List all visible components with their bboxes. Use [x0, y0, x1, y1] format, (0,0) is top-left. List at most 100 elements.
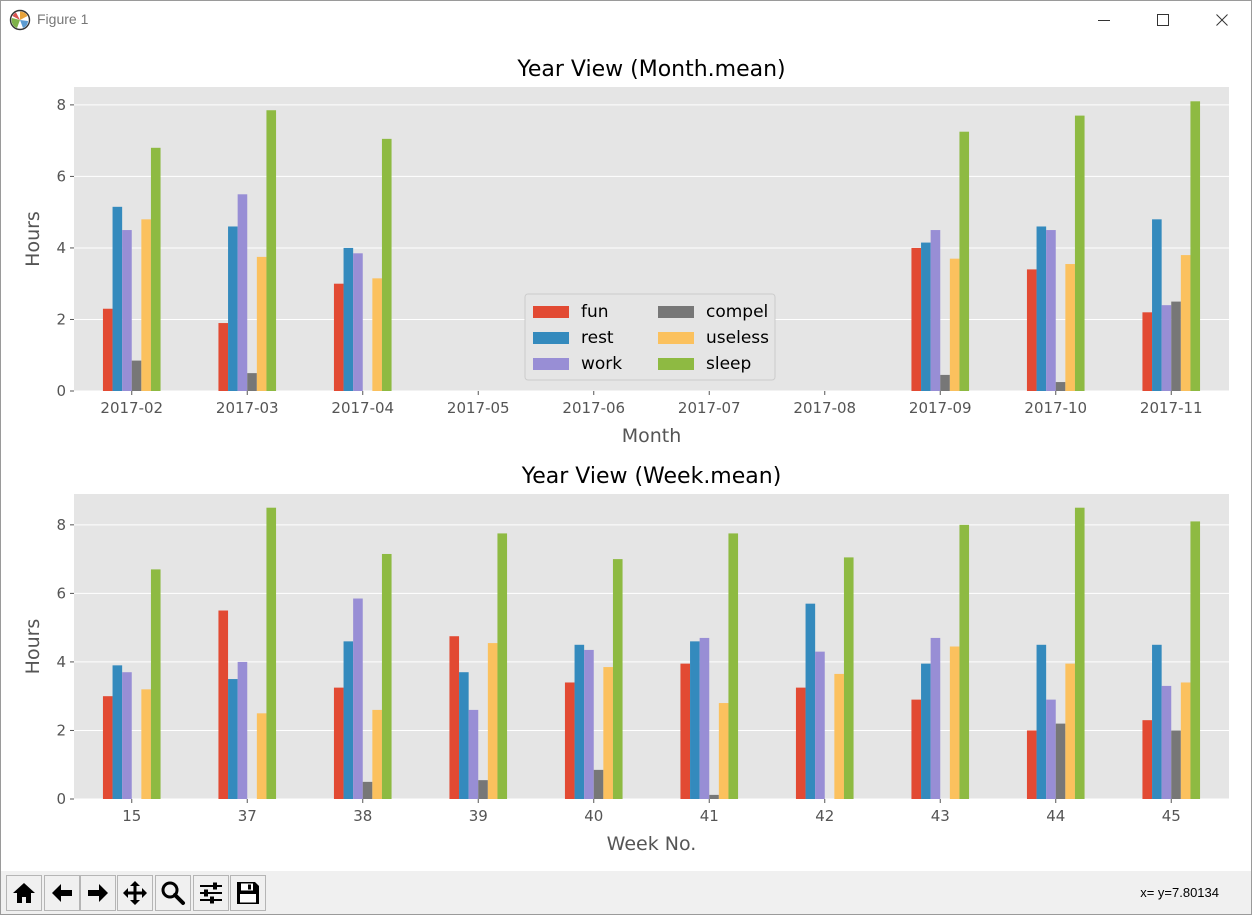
bar-sleep: [1074, 507, 1085, 799]
bar-compel: [1171, 730, 1181, 799]
zoom-button[interactable]: [155, 875, 191, 911]
legend-swatch-work: [533, 358, 569, 370]
bar-fun: [102, 308, 113, 391]
y-tick-label: 4: [56, 653, 66, 671]
legend-label-rest: rest: [581, 328, 614, 348]
home-icon: [13, 883, 35, 903]
bar-fun: [564, 682, 575, 799]
bar-work: [468, 709, 479, 799]
bar-work: [122, 230, 132, 391]
legend-swatch-rest: [533, 332, 569, 344]
bar-fun: [680, 663, 691, 799]
bar-fun: [911, 699, 922, 799]
y-tick-label: 8: [56, 516, 66, 534]
bar-rest: [343, 641, 354, 799]
bar-work: [1161, 685, 1172, 799]
save-button[interactable]: [230, 875, 266, 911]
bar-compel: [362, 781, 373, 799]
bar-fun: [795, 687, 806, 799]
bar-rest: [459, 672, 469, 799]
maximize-icon: [1157, 14, 1169, 26]
configure-subplots-button[interactable]: [193, 875, 229, 911]
bar-work: [122, 672, 132, 799]
home-button[interactable]: [6, 875, 42, 911]
bar-sleep: [959, 131, 970, 391]
bar-fun: [102, 696, 113, 799]
bar-work: [237, 194, 248, 391]
bar-sleep: [266, 110, 277, 391]
bar-sleep: [266, 507, 277, 799]
bar-fun: [333, 283, 344, 391]
close-icon: [1216, 14, 1228, 26]
legend-label-compel: compel: [706, 302, 768, 322]
legend-label-sleep: sleep: [706, 354, 751, 374]
bar-fun: [218, 610, 229, 799]
back-arrow-icon: [52, 884, 72, 902]
x-tick-label: 2017-03: [216, 399, 279, 417]
legend-swatch-fun: [533, 306, 569, 318]
bar-useless: [1180, 255, 1191, 391]
bar-rest: [805, 603, 816, 799]
bar-useless: [141, 689, 151, 799]
move-arrows-icon: [123, 881, 147, 905]
bar-useless: [256, 713, 267, 799]
forward-button[interactable]: [80, 875, 116, 911]
legend-swatch-sleep: [658, 358, 694, 370]
bar-useless: [372, 278, 382, 391]
legend-swatch-compel: [658, 306, 694, 318]
bar-sleep: [381, 138, 392, 391]
bar-sleep: [959, 524, 970, 799]
x-tick-label: 40: [584, 807, 603, 825]
bar-useless: [949, 258, 960, 391]
x-tick-label: 15: [122, 807, 141, 825]
y-tick-label: 6: [56, 584, 66, 602]
bar-work: [930, 637, 941, 799]
bar-sleep: [381, 553, 392, 799]
bar-compel: [593, 769, 604, 799]
floppy-disk-icon: [237, 882, 259, 904]
x-tick-label: 41: [700, 807, 719, 825]
window-title: Figure 1: [37, 11, 89, 27]
x-tick-label: 2017-09: [909, 399, 972, 417]
bar-sleep: [1074, 115, 1085, 392]
bar-work: [353, 253, 363, 391]
bar-useless: [372, 709, 382, 799]
legend-label-useless: useless: [706, 328, 769, 348]
maximize-button[interactable]: [1140, 5, 1186, 35]
pan-button[interactable]: [117, 875, 153, 911]
bar-sleep: [612, 559, 623, 799]
bar-sleep: [150, 569, 161, 799]
bar-sleep: [150, 147, 161, 391]
bar-fun: [911, 247, 922, 391]
chart-title: Year View (Month.mean): [516, 57, 785, 82]
bar-rest: [1152, 219, 1162, 391]
bar-compel: [131, 360, 142, 391]
x-tick-label: 43: [931, 807, 950, 825]
y-tick-label: 4: [56, 239, 66, 257]
bar-compel: [940, 374, 950, 391]
x-tick-label: 2017-07: [678, 399, 741, 417]
bar-useless: [1065, 264, 1075, 391]
bar-useless: [718, 703, 729, 799]
title-bar[interactable]: Figure 1: [1, 1, 1251, 39]
bar-sleep: [1190, 521, 1201, 799]
bar-sleep: [497, 533, 508, 799]
x-tick-label: 2017-06: [562, 399, 625, 417]
magnifier-icon: [161, 881, 185, 905]
y-tick-label: 6: [56, 167, 66, 185]
bar-work: [1161, 305, 1172, 391]
y-tick-label: 0: [56, 790, 66, 808]
bar-sleep: [728, 533, 739, 799]
close-button[interactable]: [1199, 5, 1245, 35]
bar-sleep: [1190, 101, 1201, 391]
plot-area[interactable]: 0 2 4 6 8 2017-02 2017-03 2017-04 2017-05 2017-06…: [1, 39, 1251, 871]
figure-canvas[interactable]: 0 2 4 6 8 2017-02 2017-03 2017-04 2017-05 2017-06…: [1, 39, 1251, 871]
bar-rest: [690, 641, 700, 799]
coordinate-readout: x= y=7.80134: [1140, 885, 1219, 900]
bar-useless: [141, 219, 151, 391]
x-tick-label: 2017-04: [331, 399, 394, 417]
bar-work: [237, 661, 248, 799]
minimize-button[interactable]: [1081, 5, 1127, 35]
y-axis-label: Hours: [22, 211, 44, 267]
back-button[interactable]: [44, 875, 80, 911]
